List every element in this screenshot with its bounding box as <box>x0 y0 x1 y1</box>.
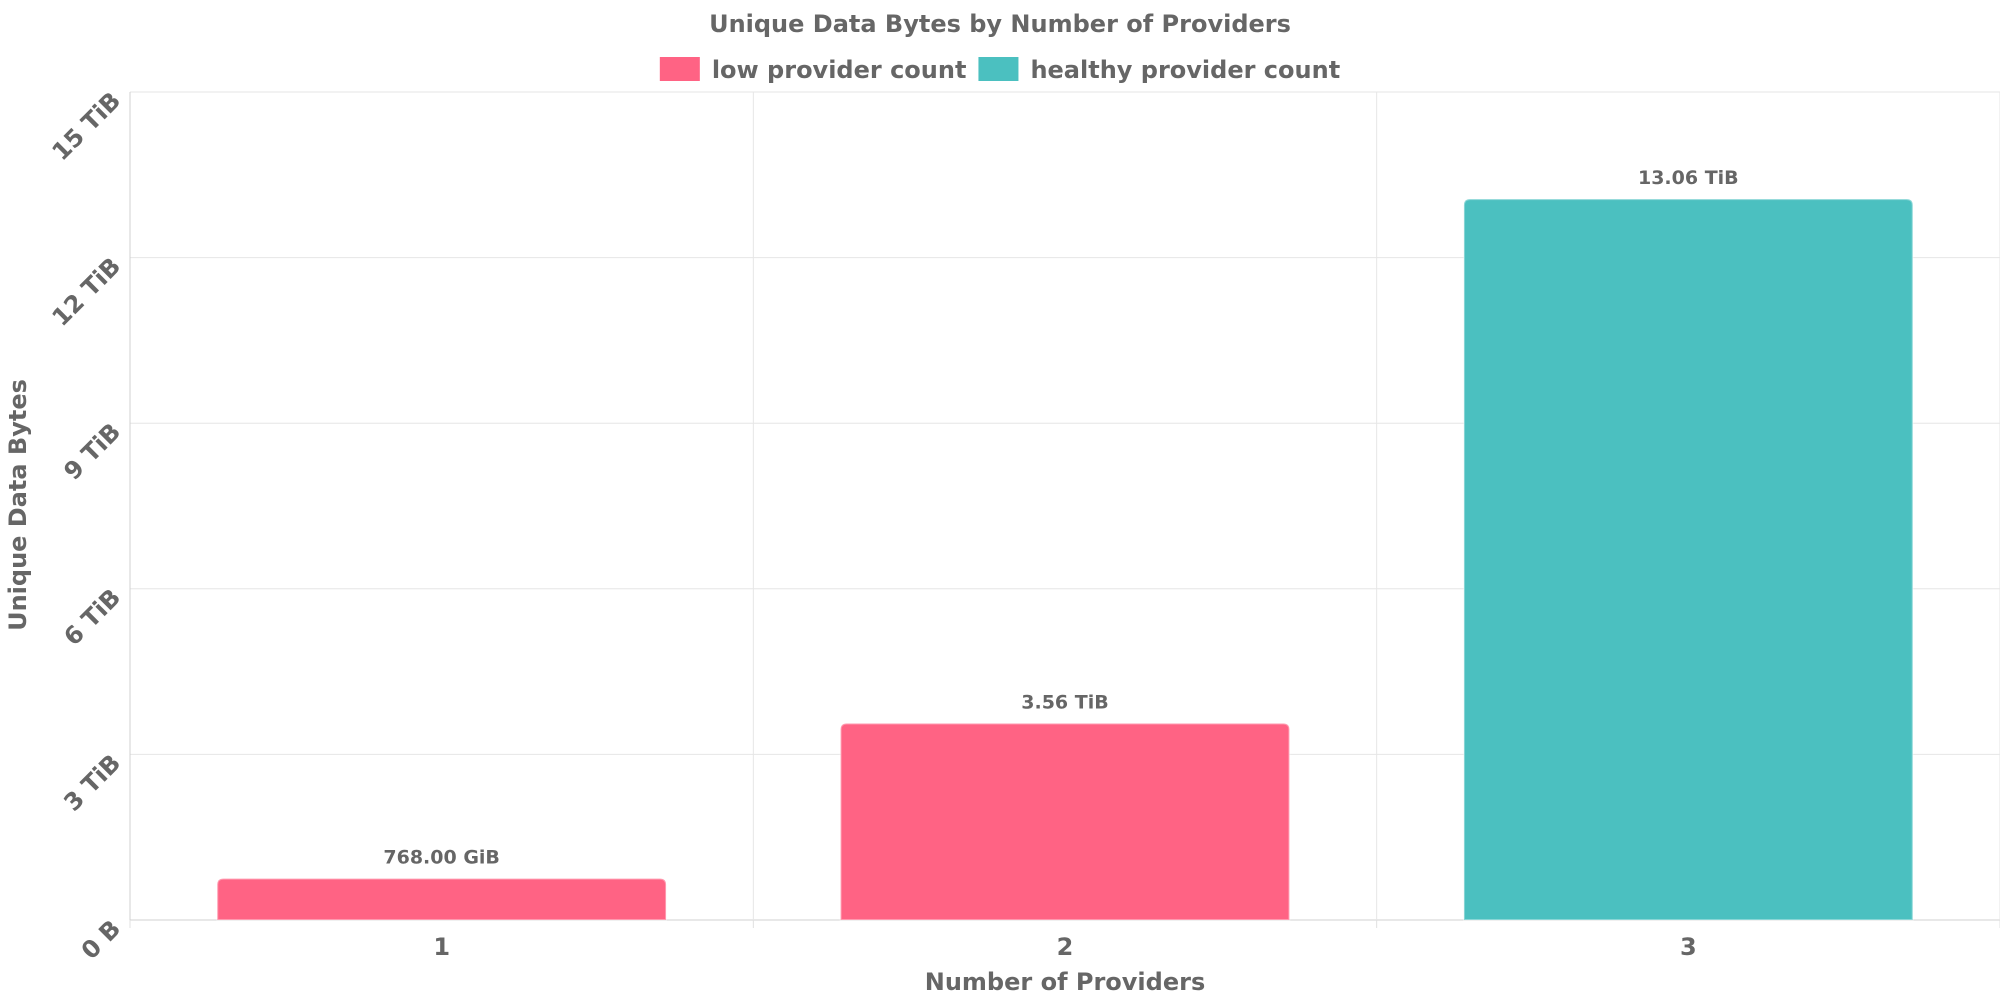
chart-title: Unique Data Bytes by Number of Providers <box>709 10 1291 38</box>
legend-swatch <box>978 57 1019 81</box>
x-tick-label: 3 <box>1680 933 1697 961</box>
y-tick-label: 15 TiB <box>47 86 127 166</box>
bar-value-label: 13.06 TiB <box>1638 167 1739 189</box>
legend-item[interactable]: low provider count <box>659 56 967 84</box>
x-tick-label: 2 <box>1057 933 1074 961</box>
y-tick-label: 6 TiB <box>58 583 126 651</box>
bar-1[interactable] <box>216 877 668 921</box>
y-tick-label: 12 TiB <box>47 252 127 332</box>
bar-2[interactable] <box>839 722 1291 921</box>
y-tick-label: 0 B <box>76 914 126 964</box>
x-tick-label: 1 <box>433 933 450 961</box>
bars <box>216 198 1914 921</box>
x-axis-label: Number of Providers <box>925 968 1205 996</box>
y-tick-label: 9 TiB <box>58 418 126 486</box>
legend-swatch <box>659 57 700 81</box>
y-tick-label: 3 TiB <box>58 749 126 817</box>
y-axis-ticks: 0 B 3 TiB 6 TiB 9 TiB 12 TiB 15 TiB <box>47 86 127 964</box>
y-axis-label: Unique Data Bytes <box>4 379 32 631</box>
x-axis-ticks: 1 2 3 <box>433 933 1696 961</box>
bar-value-labels: 768.00 GiB 3.56 TiB 13.06 TiB <box>383 167 1738 869</box>
legend-item[interactable]: healthy provider count <box>978 56 1340 84</box>
legend-label: low provider count <box>712 56 967 84</box>
bar-value-label: 768.00 GiB <box>383 847 500 869</box>
legend: low provider count healthy provider count <box>659 56 1340 84</box>
grid-lines <box>129 91 2000 928</box>
bar-value-label: 3.56 TiB <box>1021 691 1108 713</box>
bar-3[interactable] <box>1462 198 1914 921</box>
legend-label: healthy provider count <box>1030 56 1340 84</box>
